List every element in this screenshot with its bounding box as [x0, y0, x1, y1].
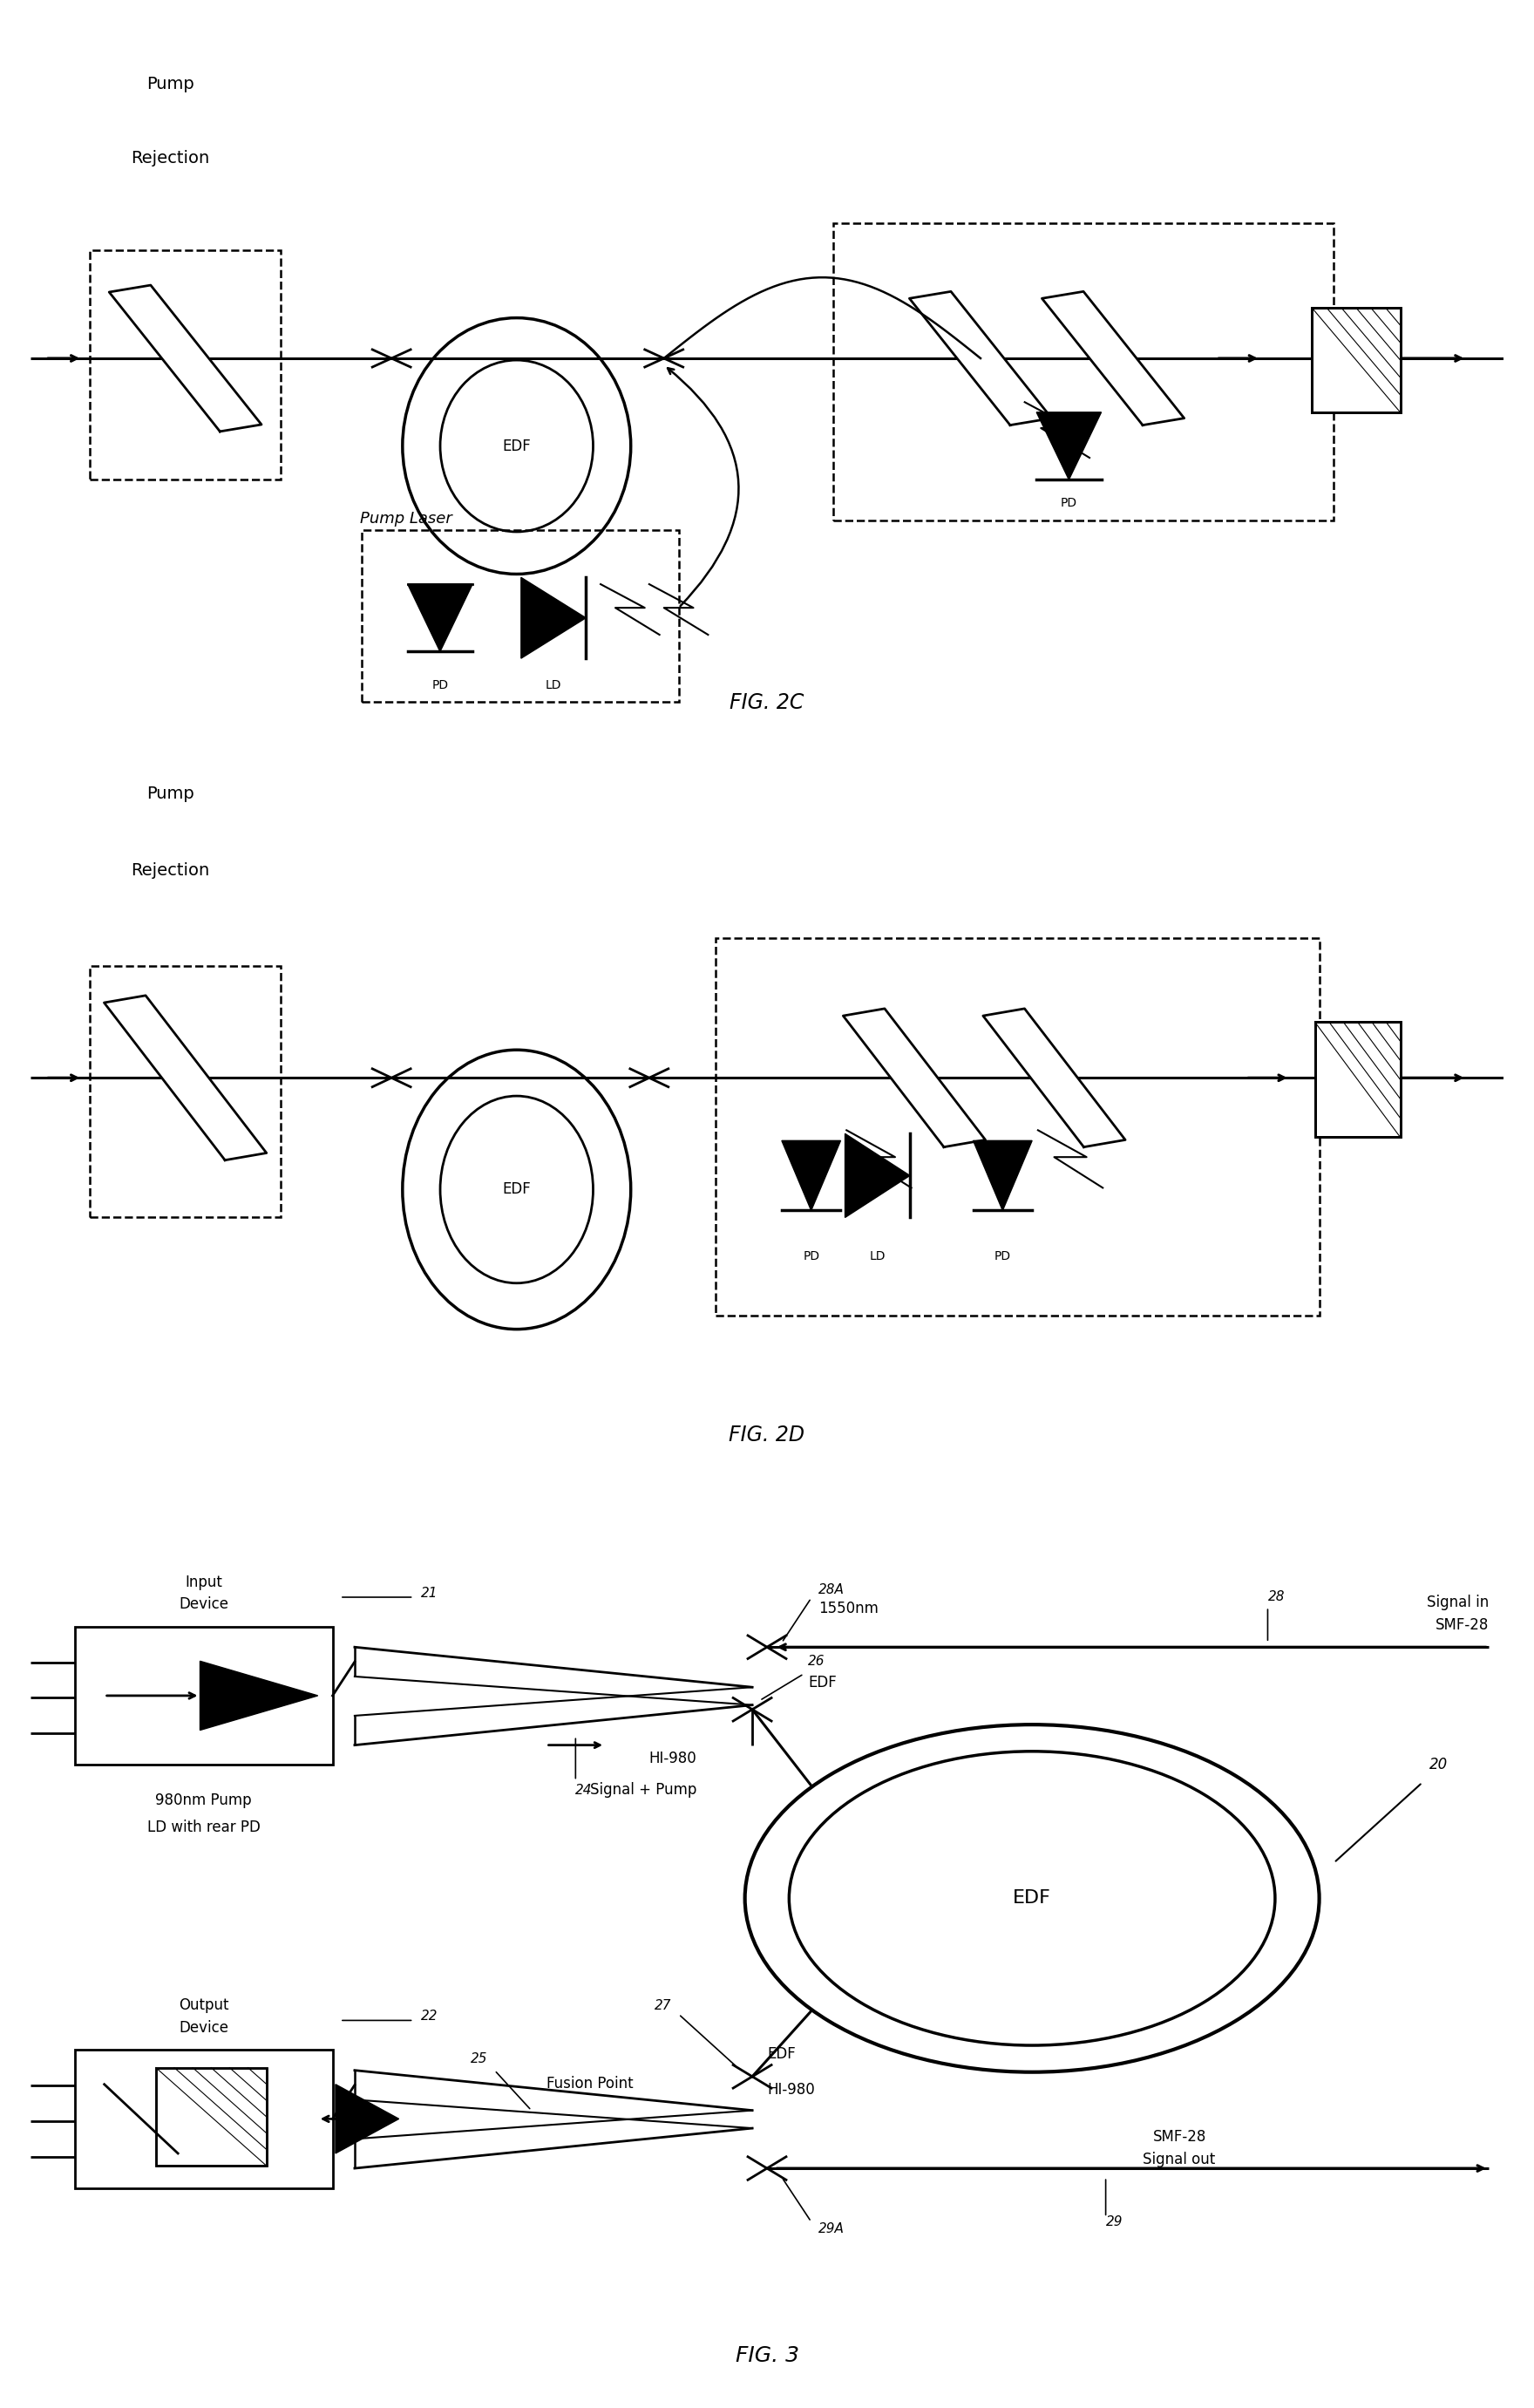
- Bar: [1312, 308, 1401, 412]
- Polygon shape: [910, 291, 1052, 426]
- Text: 26: 26: [808, 1654, 825, 1666]
- Text: Pump: Pump: [147, 75, 195, 92]
- Polygon shape: [973, 1141, 1032, 1211]
- Text: PD: PD: [1060, 496, 1077, 508]
- Polygon shape: [1037, 412, 1101, 479]
- Polygon shape: [199, 1662, 318, 1731]
- Text: Signal in: Signal in: [1427, 1594, 1488, 1611]
- Text: 21: 21: [420, 1587, 437, 1599]
- Bar: [1315, 1021, 1401, 1137]
- Polygon shape: [109, 284, 261, 431]
- Text: 27: 27: [655, 1999, 672, 2013]
- Text: LD with rear PD: LD with rear PD: [147, 1820, 261, 1835]
- Text: SMF-28: SMF-28: [1152, 2129, 1206, 2146]
- Text: Pump Laser: Pump Laser: [360, 510, 453, 527]
- Text: FIG. 3: FIG. 3: [735, 2345, 799, 2367]
- Text: 1550nm: 1550nm: [819, 1601, 879, 1616]
- Text: EDF: EDF: [808, 1676, 836, 1690]
- Text: HI-980: HI-980: [649, 1751, 696, 1767]
- Text: 980nm Pump: 980nm Pump: [155, 1792, 252, 1808]
- Text: 20: 20: [1430, 1758, 1448, 1772]
- Text: 24: 24: [575, 1784, 592, 1796]
- Bar: [1315, 1021, 1401, 1137]
- Text: 25: 25: [471, 2052, 488, 2066]
- Text: HI-980: HI-980: [767, 2083, 815, 2097]
- Text: 28: 28: [1267, 1589, 1284, 1604]
- Bar: [362, 530, 678, 703]
- Bar: [75, 1628, 333, 1765]
- Text: 22: 22: [420, 2011, 437, 2023]
- Polygon shape: [104, 995, 267, 1161]
- Polygon shape: [844, 1009, 985, 1146]
- Text: Output: Output: [178, 1999, 229, 2013]
- Polygon shape: [845, 1134, 910, 1218]
- Text: Rejection: Rejection: [132, 149, 210, 166]
- Text: Fusion Point: Fusion Point: [546, 2076, 634, 2093]
- Polygon shape: [983, 1009, 1126, 1146]
- Text: Device: Device: [179, 2020, 229, 2035]
- Text: LD: LD: [546, 679, 561, 691]
- Polygon shape: [522, 578, 586, 657]
- Polygon shape: [408, 585, 472, 653]
- Polygon shape: [1042, 291, 1184, 426]
- Bar: [156, 2068, 267, 2165]
- Bar: [75, 2049, 333, 2189]
- Bar: [89, 966, 281, 1218]
- Text: Input: Input: [186, 1575, 222, 1589]
- Text: PD: PD: [994, 1250, 1011, 1262]
- Bar: [715, 939, 1319, 1315]
- Text: FIG. 2C: FIG. 2C: [730, 694, 804, 713]
- Text: Rejection: Rejection: [132, 862, 210, 879]
- Text: 29A: 29A: [819, 2223, 845, 2235]
- Polygon shape: [336, 2085, 399, 2153]
- Text: 29: 29: [1106, 2215, 1123, 2230]
- Text: Signal out: Signal out: [1143, 2153, 1215, 2167]
- Polygon shape: [782, 1141, 841, 1211]
- Text: SMF-28: SMF-28: [1436, 1618, 1488, 1633]
- Bar: [1312, 308, 1401, 412]
- Text: PD: PD: [431, 679, 448, 691]
- Text: PD: PD: [802, 1250, 819, 1262]
- Bar: [833, 224, 1335, 520]
- Text: FIG. 2D: FIG. 2D: [729, 1426, 805, 1445]
- Text: EDF: EDF: [502, 438, 531, 453]
- Text: EDF: EDF: [1012, 1890, 1051, 1907]
- Bar: [156, 2068, 267, 2165]
- Text: Signal + Pump: Signal + Pump: [591, 1782, 696, 1799]
- Text: Device: Device: [179, 1597, 229, 1613]
- Text: EDF: EDF: [502, 1182, 531, 1197]
- Text: EDF: EDF: [767, 2047, 796, 2061]
- Text: Pump: Pump: [147, 785, 195, 802]
- Text: LD: LD: [870, 1250, 885, 1262]
- Bar: [89, 250, 281, 479]
- Text: 28A: 28A: [819, 1582, 845, 1597]
